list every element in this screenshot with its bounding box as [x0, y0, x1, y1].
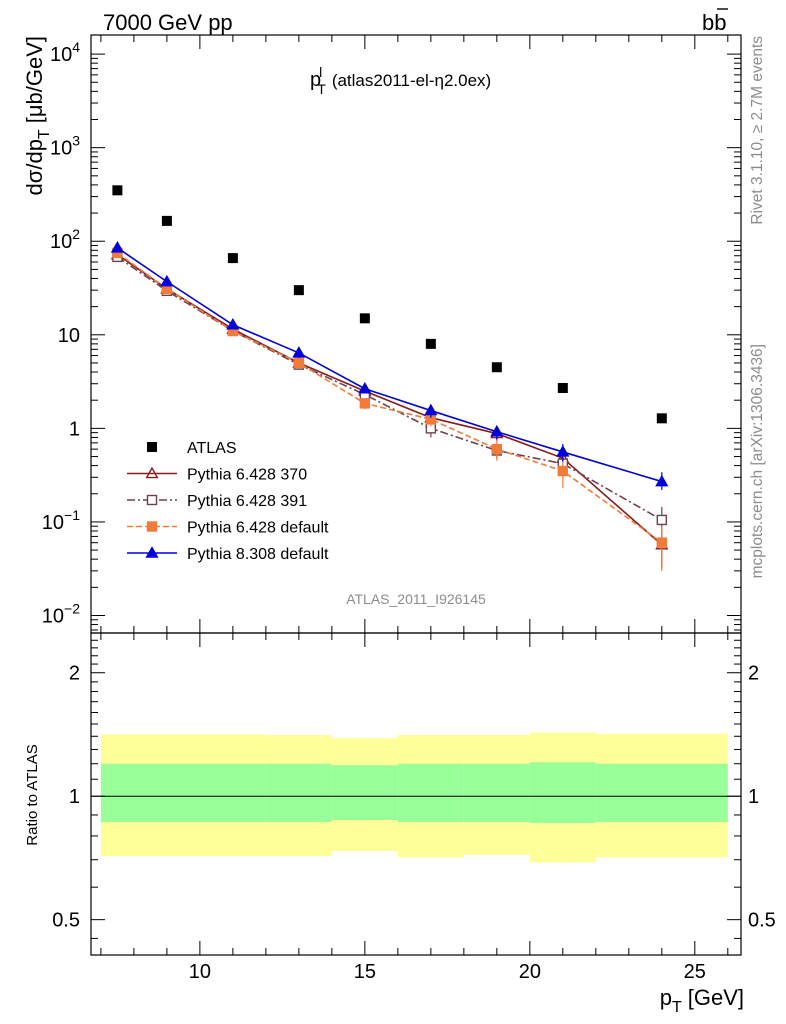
legend-swatch [145, 466, 159, 479]
ratio-inner-band [529, 762, 596, 824]
ratio-inner-band [595, 763, 728, 823]
ratio-panel-frame [90, 632, 742, 956]
data-point [358, 381, 372, 394]
ratio-inner-band [397, 763, 464, 823]
ratio-y-tick-label-right: 2 [748, 663, 759, 685]
main-y-axis-label: dσ/dpT[μb/GeV] [22, 36, 53, 195]
data-point [160, 274, 174, 287]
x-tick-label: 25 [684, 961, 706, 983]
y-tick-label: 102 [50, 226, 80, 253]
legend-swatch [146, 494, 158, 506]
x-axis-label: pT [GeV] [660, 985, 744, 1016]
reference-point [227, 253, 238, 264]
y-tick-label: 10−1 [42, 507, 80, 534]
reference-point [161, 215, 172, 226]
ratio-inner-band [331, 765, 398, 820]
legend-item-2: Pythia 6.428 391 [127, 493, 307, 510]
energy-header: 7000 GeV pp [103, 10, 233, 35]
legend-item-4: Pythia 8.308 default [127, 546, 329, 563]
data-point [556, 445, 570, 457]
reference-point [491, 362, 502, 373]
reference-point [293, 285, 304, 296]
legend-label: Pythia 6.428 391 [187, 493, 307, 510]
data-point [557, 465, 569, 477]
y-tick-label: 10−2 [42, 600, 80, 627]
data-point [491, 443, 503, 455]
ratio-axes: 10 15 20 25 2 2 1 1 0.5 0.5 [52, 35, 776, 983]
legend-item-0: ATLAS [147, 440, 237, 457]
legend-label: ATLAS [187, 440, 237, 457]
data-point [655, 474, 669, 487]
legend-swatch [146, 521, 158, 532]
legend-item-1: Pythia 6.428 370 [127, 467, 307, 484]
series-1 [112, 251, 668, 534]
data-point [110, 241, 125, 253]
reference-point [656, 413, 667, 424]
legend: ATLAS Pythia 6.428 370 Pythia 6.428 391 Pyt… [127, 440, 329, 563]
legend-label: Pythia 6.428 370 [187, 467, 307, 484]
svg-text:bb: bb [702, 10, 727, 35]
main-series [110, 185, 669, 571]
analysis-watermark: ATLAS_2011_I926145 [346, 591, 486, 607]
y-tick-label: 1 [69, 418, 80, 440]
reference-point [112, 185, 123, 196]
ratio-uncertainty-bands [91, 732, 741, 863]
ratio-y-tick-label-left: 1 [69, 786, 80, 808]
data-point [359, 398, 371, 409]
data-point [656, 514, 668, 526]
ratio-inner-band [265, 763, 332, 823]
reference-series [112, 185, 667, 424]
legend-swatch [145, 546, 159, 558]
data-point [424, 403, 438, 416]
ratio-y-tick-label-left: 0.5 [52, 910, 80, 932]
observable-title: pl T (atlas2011-el-η2.0ex) [310, 64, 491, 97]
ratio-y-tick-label-left: 2 [69, 663, 80, 685]
data-point [226, 317, 240, 330]
ratio-y-tick-label-right: 0.5 [748, 910, 776, 932]
legend-label: Pythia 6.428 default [187, 520, 329, 537]
reference-point [359, 313, 370, 324]
process-label: bb [702, 8, 728, 35]
y-tick-label: 103 [50, 133, 80, 160]
rivet-label: Rivet 3.1.10, ≥ 2.7M events [749, 36, 766, 225]
ratio-inner-band [463, 763, 530, 823]
series-2 [112, 247, 668, 571]
legend-item-3: Pythia 6.428 default [127, 520, 329, 537]
data-point [293, 357, 305, 369]
main-panel-frame [90, 34, 742, 634]
process-bbar: b [714, 10, 726, 35]
data-point [656, 537, 668, 548]
series-3 [110, 241, 669, 490]
x-tick-label: 15 [354, 961, 376, 983]
reference-point [425, 338, 436, 349]
data-point [292, 346, 306, 358]
process-b: b [702, 10, 714, 35]
legend-label: Pythia 8.308 default [187, 546, 329, 563]
ratio-y-axis-label: Ratio to ATLAS [24, 744, 41, 845]
x-tick-label: 10 [189, 961, 211, 983]
ratio-inner-band [100, 763, 266, 823]
mcplots-label: mcplots.cern.ch [arXiv:1306.3436] [749, 344, 766, 578]
x-tick-label: 20 [519, 961, 541, 983]
ratio-y-tick-label-right: 1 [748, 786, 759, 808]
y-tick-label: 104 [50, 39, 80, 66]
y-tick-label: 10 [58, 325, 80, 347]
legend-swatch [147, 442, 157, 452]
reference-point [557, 383, 568, 394]
data-point [490, 424, 504, 437]
